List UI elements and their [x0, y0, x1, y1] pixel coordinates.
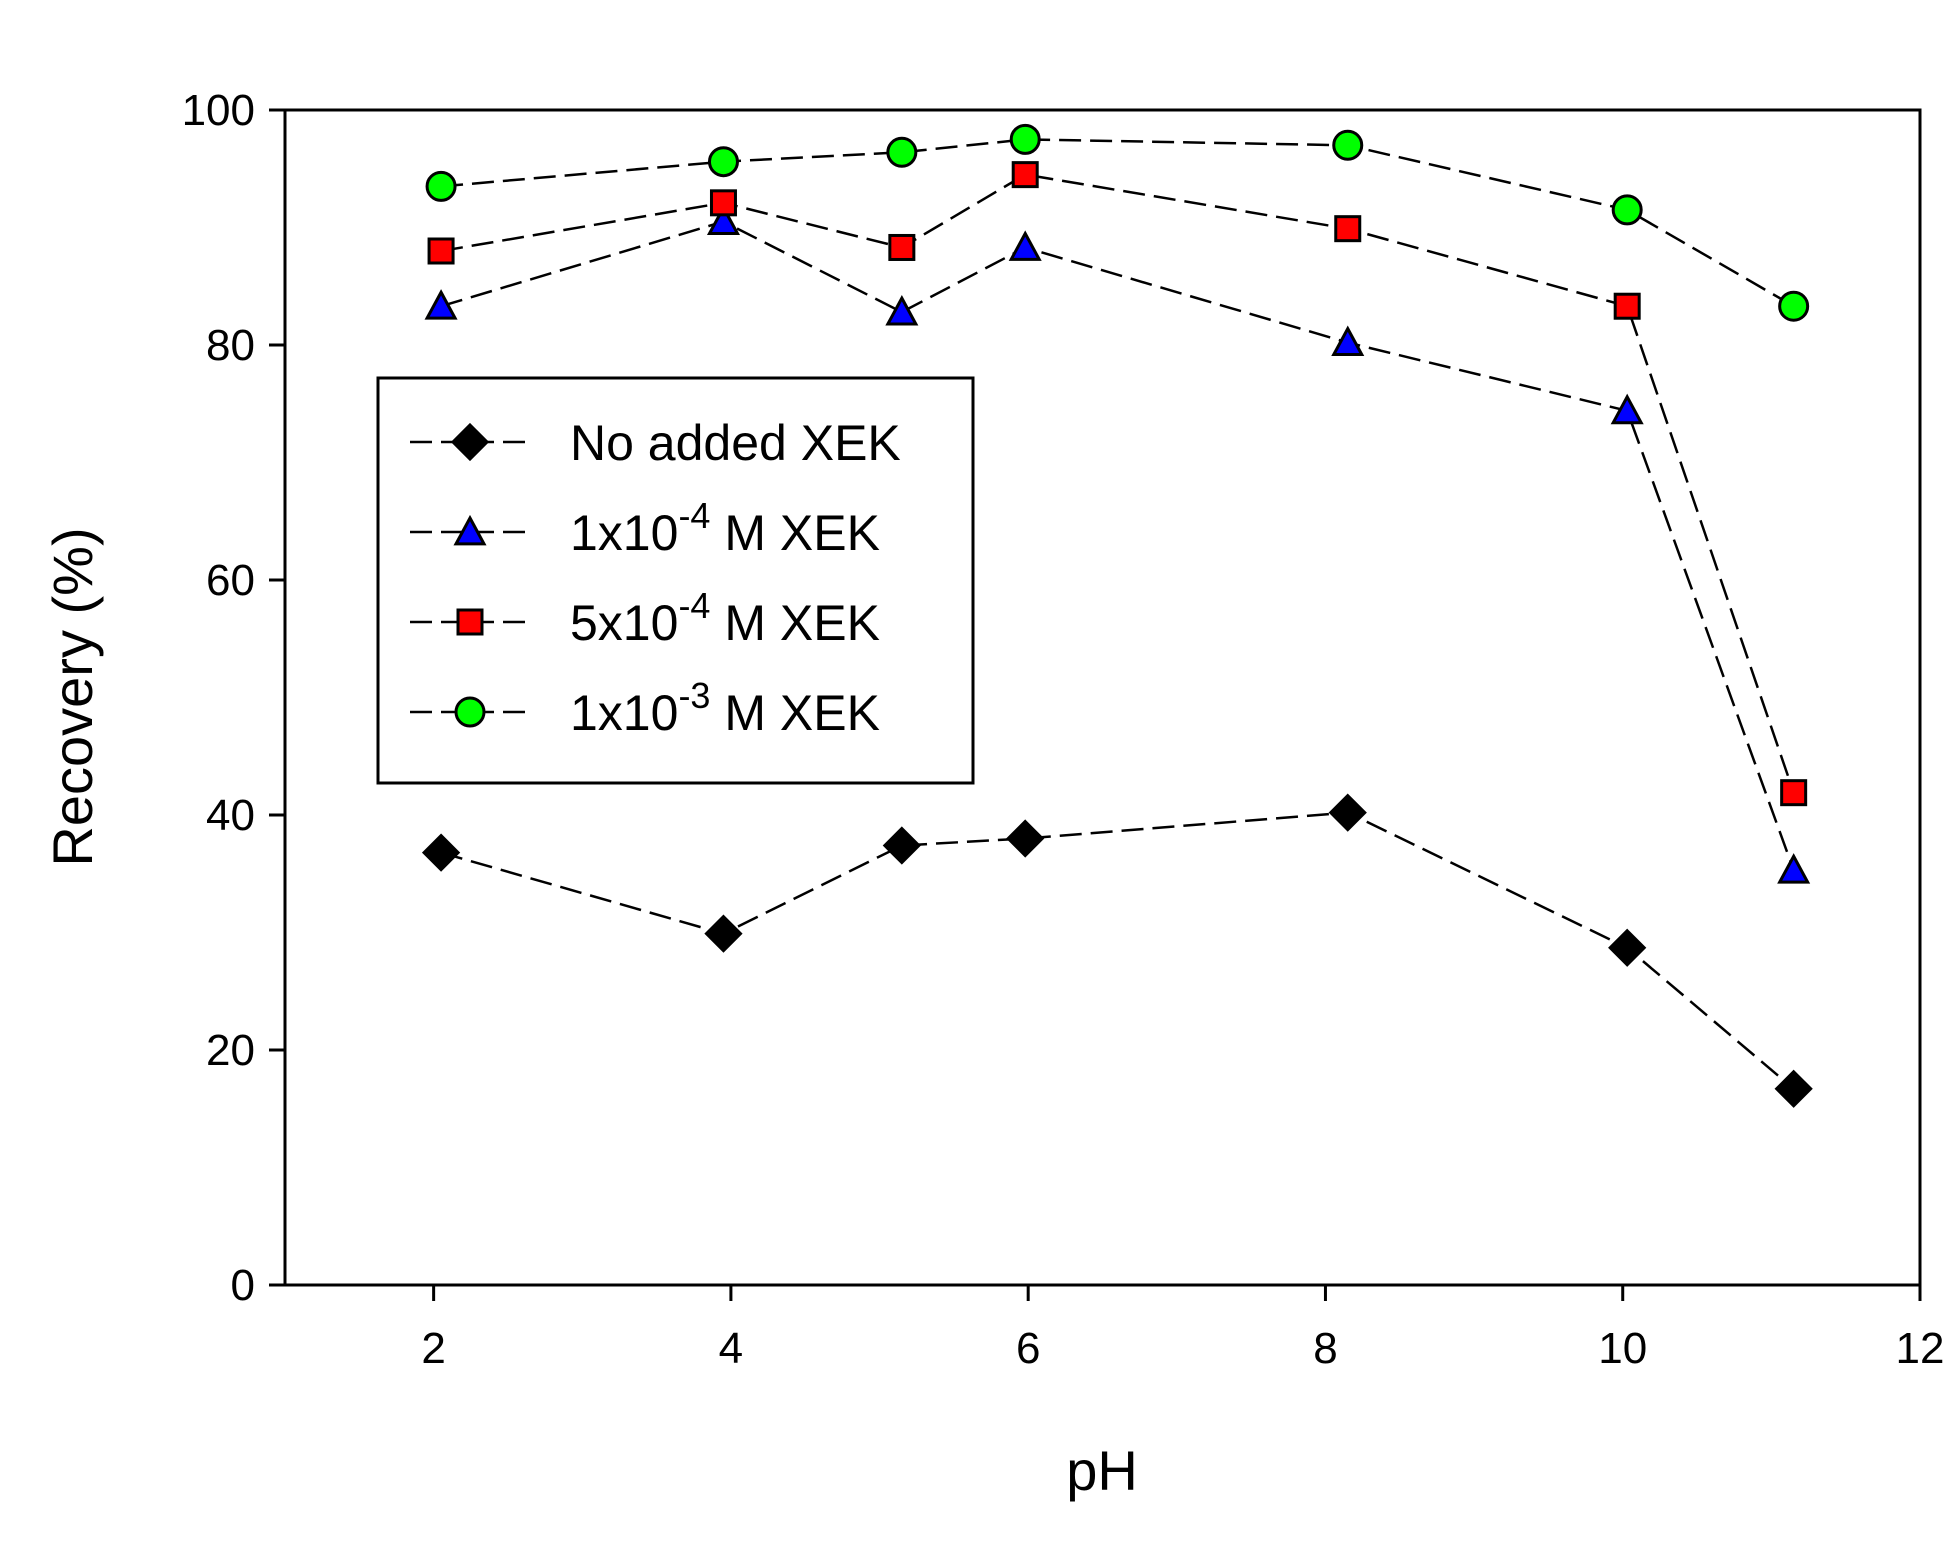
data-point-square — [1011, 161, 1039, 189]
data-point-triangle — [1008, 230, 1042, 261]
data-point-circle — [425, 170, 457, 202]
y-tick-label: 100 — [182, 86, 255, 135]
legend-marker-square — [456, 608, 484, 636]
series-0 — [421, 793, 1813, 1108]
data-point-circle — [886, 136, 918, 168]
data-point-square — [709, 189, 737, 217]
legend-label: 1x10-4 M XEK — [570, 495, 880, 561]
data-point-triangle — [885, 294, 919, 326]
y-tick-label: 0 — [231, 1261, 255, 1310]
x-tick-label: 4 — [719, 1324, 743, 1373]
legend-label: No added XEK — [570, 415, 901, 471]
x-tick-label: 8 — [1313, 1324, 1337, 1373]
data-point-triangle — [424, 289, 458, 320]
legend-label: 5x10-4 M XEK — [570, 585, 880, 651]
data-point-circle — [1611, 194, 1643, 226]
x-axis: 2 4 6 8 10 12 — [421, 1285, 1944, 1373]
data-point-square — [1334, 215, 1362, 243]
legend-label: 1x10-3 M XEK — [570, 675, 880, 741]
y-tick-label: 20 — [206, 1026, 255, 1075]
legend: No added XEK 1x10-4 M XEK 5x10-4 M XEK 1x10… — [376, 376, 975, 785]
x-tick-label: 6 — [1016, 1324, 1040, 1373]
series-line — [440, 811, 1795, 1090]
series-1 — [424, 204, 1811, 884]
y-tick-label: 80 — [206, 321, 255, 370]
data-point-circle — [707, 146, 739, 178]
data-point-diamond — [1774, 1069, 1813, 1108]
x-tick-label: 2 — [421, 1324, 445, 1373]
legend-marker-circle — [454, 696, 486, 728]
data-point-square — [1780, 779, 1808, 807]
x-tick-label: 12 — [1896, 1324, 1945, 1373]
legend-marker-triangle — [453, 514, 487, 546]
data-point-diamond — [1608, 928, 1647, 967]
y-axis-title: Recovery (%) — [41, 527, 104, 866]
plot-frame — [283, 108, 1922, 1287]
x-tick-label: 10 — [1598, 1324, 1647, 1373]
data-point-circle — [1009, 123, 1041, 155]
series-2 — [427, 161, 1808, 807]
legend-item: 1x10-4 M XEK — [410, 495, 880, 561]
data-point-diamond — [421, 833, 461, 872]
series-line — [440, 138, 1795, 308]
data-point-circle — [1778, 290, 1810, 322]
y-tick-label: 60 — [206, 556, 255, 605]
data-point-triangle — [1610, 393, 1644, 425]
series-layer — [421, 123, 1813, 1108]
series-3 — [425, 123, 1810, 322]
data-point-triangle — [706, 204, 740, 236]
data-point-square — [427, 237, 455, 265]
data-point-diamond — [1006, 819, 1045, 858]
y-tick-label: 40 — [206, 791, 255, 840]
legend-item: 1x10-3 M XEK — [410, 675, 880, 741]
data-point-diamond — [704, 914, 743, 953]
data-point-square — [1613, 292, 1641, 320]
data-point-triangle — [1331, 325, 1365, 357]
data-point-diamond — [1328, 793, 1367, 832]
y-axis: 0 20 40 60 80 100 — [182, 86, 285, 1310]
data-point-square — [888, 233, 916, 261]
legend-marker-diamond — [450, 422, 490, 462]
legend-item: 5x10-4 M XEK — [410, 585, 880, 651]
data-point-diamond — [882, 826, 921, 865]
data-point-circle — [1332, 129, 1364, 161]
legend-item: No added XEK — [410, 415, 901, 471]
x-axis-title: pH — [1066, 1439, 1138, 1502]
data-point-triangle — [1777, 853, 1811, 884]
